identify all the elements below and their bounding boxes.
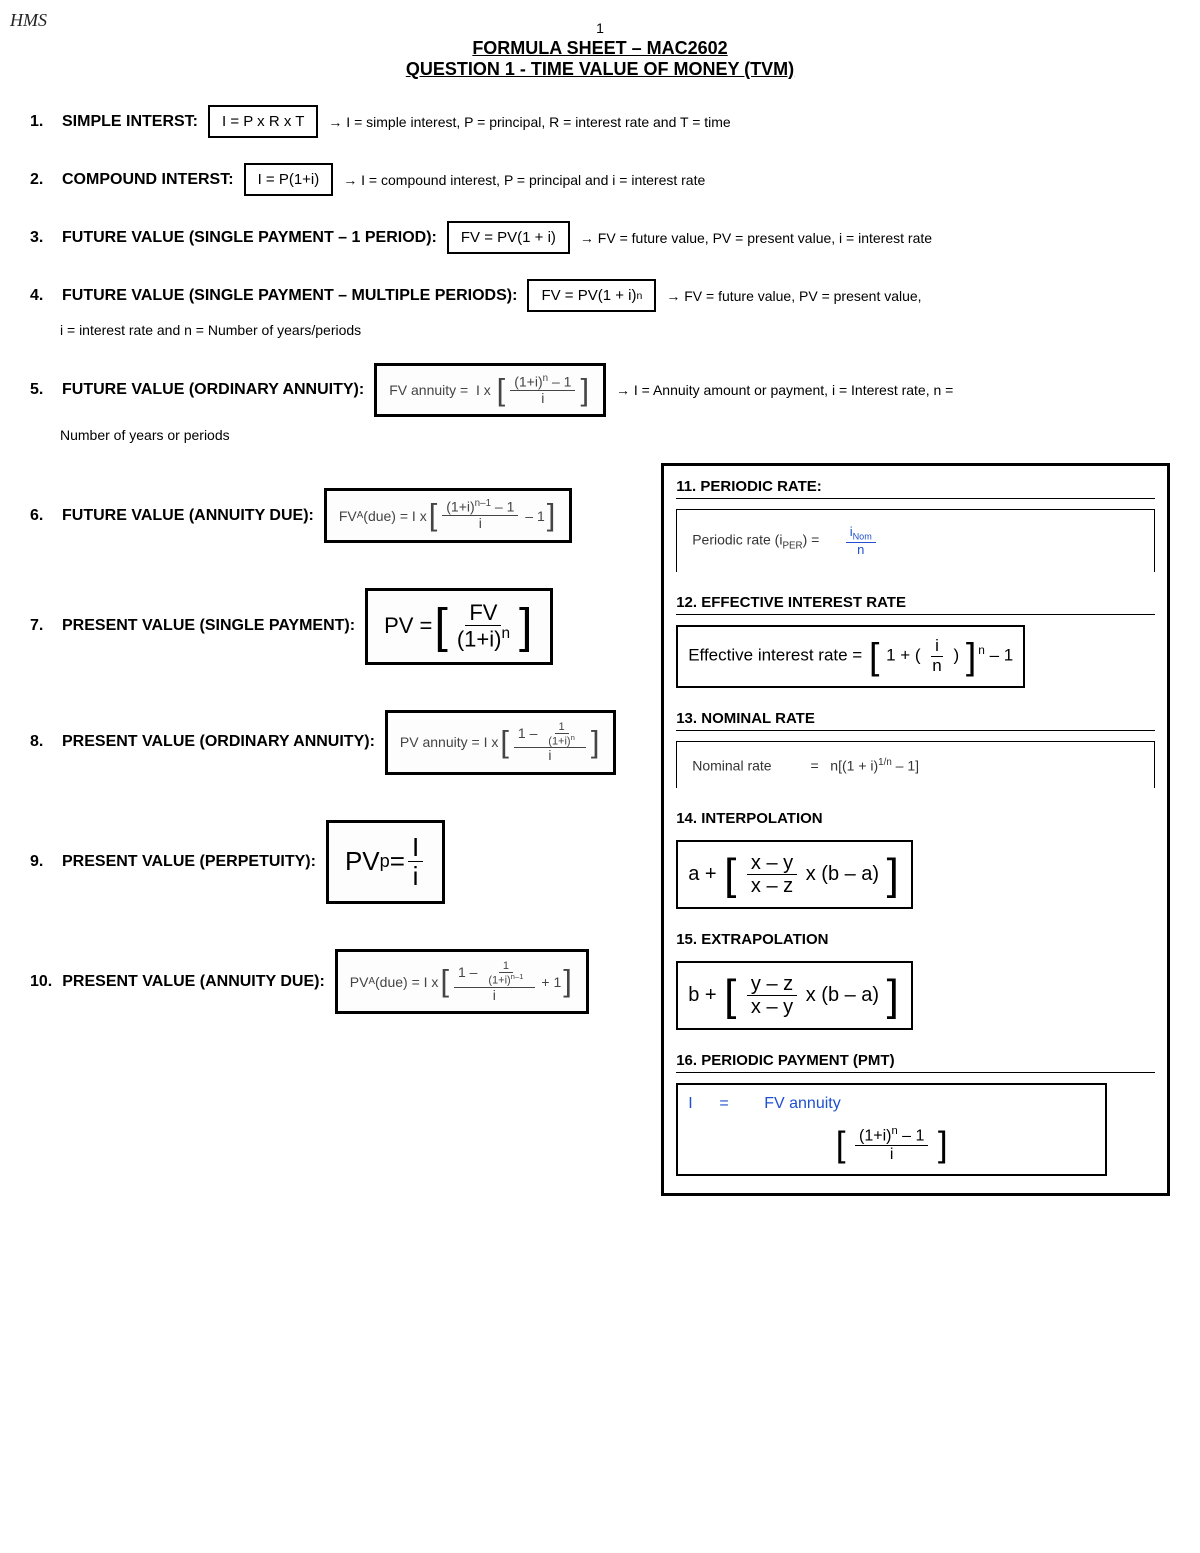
two-column-region: 6. FUTURE VALUE (ANNUITY DUE): FVA(due) … — [30, 463, 1170, 1195]
item-desc: → FV = future value, PV = present value, — [666, 288, 921, 304]
formula-box: I = P x R x T — [208, 105, 318, 138]
formula-box: PVp = Ii — [326, 820, 445, 904]
item-number: 2. — [30, 171, 52, 189]
formula-row-10: 10. PRESENT VALUE (ANNUITY DUE): PVA(due… — [30, 949, 641, 1014]
item-note: i = interest rate and n = Number of year… — [60, 322, 1170, 338]
formula-row-12: 12. EFFECTIVE INTEREST RATE Effective in… — [676, 594, 1155, 687]
right-title: 11. PERIODIC RATE: — [676, 478, 1155, 499]
item-desc: → I = compound interest, P = principal a… — [343, 172, 705, 188]
formula-row-14: 14. INTERPOLATION a + [ x – yx – z x (b … — [676, 810, 1155, 909]
item-desc: → I = Annuity amount or payment, i = Int… — [616, 382, 953, 398]
page-number: 1 — [30, 20, 1170, 36]
formula-row-8: 8. PRESENT VALUE (ORDINARY ANNUITY): PV … — [30, 710, 641, 775]
formula-content: Effective interest rate = [ 1 + ( in ) ]… — [676, 625, 1025, 687]
item-number: 7. — [30, 617, 52, 635]
left-column: 6. FUTURE VALUE (ANNUITY DUE): FVA(due) … — [30, 463, 641, 1039]
formula-row-13: 13. NOMINAL RATE Nominal rate = n[(1 + i… — [676, 710, 1155, 789]
right-title: 16. PERIODIC PAYMENT (PMT) — [676, 1052, 1155, 1073]
item-number: 10. — [30, 973, 52, 991]
formula-row-11: 11. PERIODIC RATE: Periodic rate (iPER) … — [676, 478, 1155, 572]
formula-row-9: 9. PRESENT VALUE (PERPETUITY): PVp = Ii — [30, 820, 641, 904]
formula-row-5: 5. FUTURE VALUE (ORDINARY ANNUITY): FV a… — [30, 363, 1170, 417]
item-desc: → FV = future value, PV = present value,… — [580, 230, 932, 246]
item-number: 8. — [30, 733, 52, 751]
formula-row-6: 6. FUTURE VALUE (ANNUITY DUE): FVA(due) … — [30, 488, 641, 542]
right-column: 11. PERIODIC RATE: Periodic rate (iPER) … — [661, 463, 1170, 1195]
formula-row-3: 3. FUTURE VALUE (SINGLE PAYMENT – 1 PERI… — [30, 221, 1170, 254]
item-label: PRESENT VALUE (PERPETUITY): — [62, 853, 316, 871]
item-number: 6. — [30, 507, 52, 525]
formula-box: FV = PV(1 + i) — [447, 221, 570, 254]
formula-content: Periodic rate (iPER) = iNomn — [676, 509, 1155, 572]
item-number: 9. — [30, 853, 52, 871]
formula-box: FV = PV(1 + i)n — [527, 279, 656, 312]
right-title: 12. EFFECTIVE INTEREST RATE — [676, 594, 1155, 615]
item-desc: → I = simple interest, P = principal, R … — [328, 114, 730, 130]
right-title: 14. INTERPOLATION — [676, 810, 1155, 830]
item-label: FUTURE VALUE (ANNUITY DUE): — [62, 507, 314, 525]
formula-row-7: 7. PRESENT VALUE (SINGLE PAYMENT): PV = … — [30, 588, 641, 665]
formula-row-4: 4. FUTURE VALUE (SINGLE PAYMENT – MULTIP… — [30, 279, 1170, 312]
formula-content: Nominal rate = n[(1 + i)1/n – 1] — [676, 741, 1155, 789]
right-title: 13. NOMINAL RATE — [676, 710, 1155, 731]
formula-row-15: 15. EXTRAPOLATION b + [ y – zx – y x (b … — [676, 931, 1155, 1030]
item-number: 1. — [30, 113, 52, 131]
formula-row-16: 16. PERIODIC PAYMENT (PMT) I = FV annuit… — [676, 1052, 1155, 1176]
item-number: 4. — [30, 287, 52, 305]
item-label: FUTURE VALUE (ORDINARY ANNUITY): — [62, 381, 364, 399]
formula-content: b + [ y – zx – y x (b – a) ] — [676, 961, 913, 1030]
formula-box: I = P(1+i) — [244, 163, 334, 196]
formula-box: FVA(due) = I x [ (1+i)n–1 – 1i – 1 ] — [324, 488, 572, 542]
formula-row-1: 1. SIMPLE INTERST: I = P x R x T → I = s… — [30, 105, 1170, 138]
item-label: FUTURE VALUE (SINGLE PAYMENT – MULTIPLE … — [62, 287, 517, 305]
formula-box: PVA(due) = I x [ 1 – 1(1+i)n–1 i + 1 ] — [335, 949, 589, 1014]
doc-subtitle: QUESTION 1 - TIME VALUE OF MONEY (TVM) — [30, 59, 1170, 80]
right-title: 15. EXTRAPOLATION — [676, 931, 1155, 951]
item-label: FUTURE VALUE (SINGLE PAYMENT – 1 PERIOD)… — [62, 229, 437, 247]
doc-title: FORMULA SHEET – MAC2602 — [30, 38, 1170, 59]
formula-row-2: 2. COMPOUND INTERST: I = P(1+i) → I = co… — [30, 163, 1170, 196]
formula-box: PV annuity = I x [ 1 – 1(1+i)n i ] — [385, 710, 617, 775]
item-label: COMPOUND INTERST: — [62, 171, 234, 189]
item-label: SIMPLE INTERST: — [62, 113, 198, 131]
watermark: HMS — [10, 10, 47, 31]
item-number: 5. — [30, 381, 52, 399]
item-label: PRESENT VALUE (SINGLE PAYMENT): — [62, 617, 355, 635]
item-label: PRESENT VALUE (ANNUITY DUE): — [62, 973, 325, 991]
formula-content: I = FV annuity [ (1+i)n – 1i ] — [676, 1083, 1107, 1176]
item-note: Number of years or periods — [60, 427, 1170, 443]
formula-content: a + [ x – yx – z x (b – a) ] — [676, 840, 913, 909]
item-number: 3. — [30, 229, 52, 247]
formula-box: PV = [ FV(1+i)n ] — [365, 588, 553, 665]
item-label: PRESENT VALUE (ORDINARY ANNUITY): — [62, 733, 375, 751]
formula-box: FV annuity = I x [ (1+i)n – 1i ] — [374, 363, 606, 417]
